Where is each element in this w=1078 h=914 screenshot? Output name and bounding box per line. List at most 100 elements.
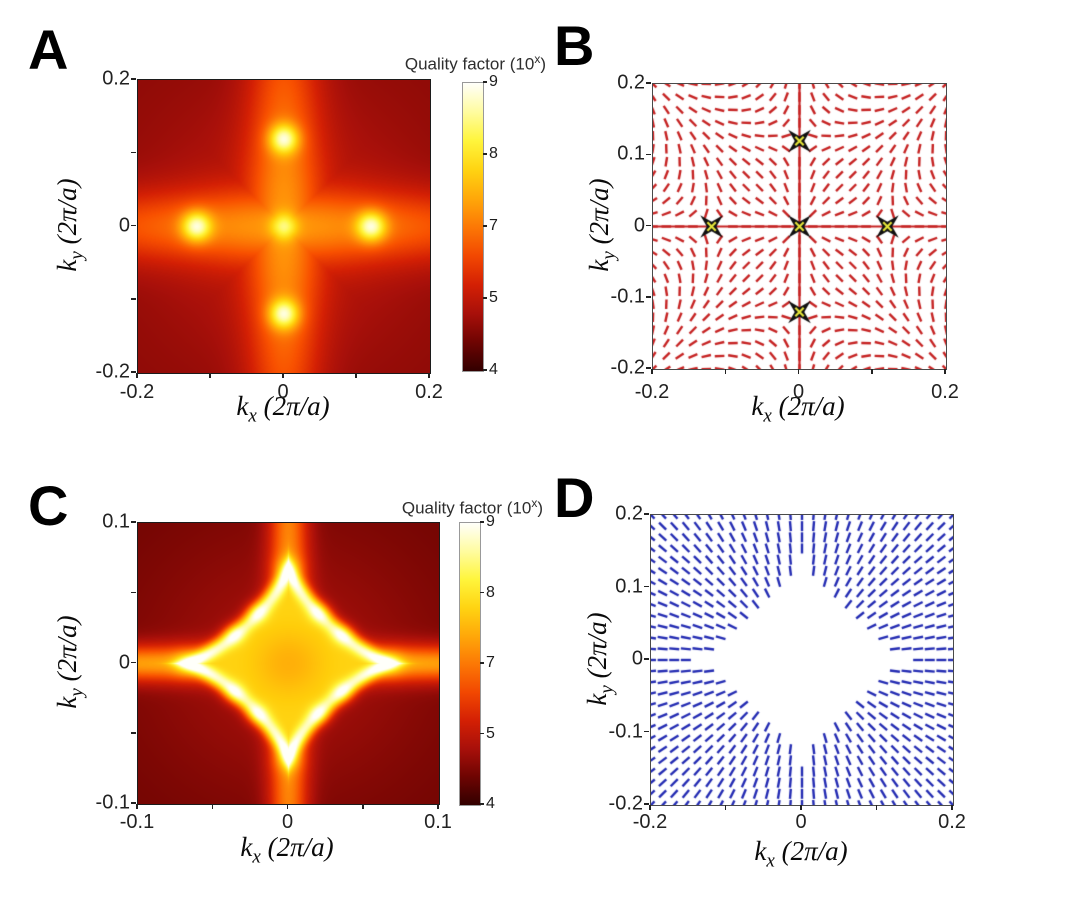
panel-d-y-tick-label: 0.1	[615, 575, 643, 597]
panel-a-colorbar-title: Quality factor (10x)	[380, 52, 546, 75]
colorbar-title-text: )	[537, 498, 543, 518]
panel-b-x-tick-mark	[797, 369, 800, 374]
panel-d-x-tick-mark	[724, 805, 727, 810]
panel-b-x-tick-label: 0.2	[931, 381, 959, 403]
panel-a-y-tick-mark	[131, 371, 136, 373]
panel-b-x-tick-label: 0	[792, 381, 805, 403]
panel-c-y-tick-mark	[131, 802, 136, 804]
axis-unit: (2π/a)	[256, 391, 330, 421]
panel-a-x-tick-mark	[428, 373, 430, 378]
panel-a-colorbar-tick-mark	[483, 153, 487, 155]
panel-a-colorbar-tick-mark	[483, 297, 487, 299]
panel-c-x-tick-mark	[136, 804, 138, 809]
panel-d-y-tick-label: -0.2	[608, 792, 643, 815]
panel-c-y-tick-label: 0	[118, 651, 130, 673]
panel-b-y-tick-mark	[646, 153, 651, 155]
panel-b-y-tick-label: 0.1	[617, 142, 645, 165]
panel-a-colorbar-tick-label: 7	[489, 217, 498, 234]
panel-d-x-tick-label: 0.2	[938, 811, 966, 833]
axis-subscript: x	[763, 405, 772, 427]
axis-subscript: y	[596, 685, 618, 694]
axis-unit: (2π/a)	[771, 391, 845, 421]
panel-c-y-tick-mark	[131, 591, 136, 593]
panel-a-x-tick-label: -0.2	[119, 381, 155, 403]
panel-c-y-tick-label: -0.1	[95, 791, 130, 814]
panel-b-x-tick-mark	[944, 369, 946, 374]
axis-symbol: k	[240, 832, 253, 862]
axis-symbol: k	[51, 259, 82, 272]
axis-unit: (2π/a)	[774, 836, 848, 866]
panel-a-colorbar-tick-mark	[483, 81, 487, 83]
panel-d-y-tick-label: -0.1	[608, 720, 643, 742]
panel-a-x-tick-label: 0.2	[415, 381, 443, 403]
panel-d-x-tick-label: 0	[795, 811, 807, 833]
panel-c-colorbar-tick-mark	[480, 591, 484, 594]
panel-c-x-tick-mark	[362, 804, 364, 809]
panel-c-colorbar-tick-mark	[480, 662, 484, 664]
panel-a-y-tick-label: 0.2	[102, 67, 130, 90]
panel-a-x-tick-mark	[355, 373, 357, 378]
panel-b-x-tick-mark	[724, 369, 726, 374]
panel-b-polarization-canvas	[652, 83, 947, 370]
colorbar-title-superscript: x	[534, 52, 541, 66]
panel-b-y-tick-label: 0	[633, 214, 645, 236]
panel-a-colorbar-tick-label: 5	[489, 289, 498, 306]
panel-c-x-axis-title: kx (2π/a)	[240, 831, 333, 869]
panel-d-label: D	[554, 466, 595, 529]
panel-b-y-tick-label: 0.2	[617, 71, 645, 94]
panel-c-x-tick-label: -0.1	[119, 811, 155, 833]
panel-a-x-tick-mark	[282, 373, 284, 378]
panel-a-y-tick-label: 0	[118, 214, 130, 236]
panel-c-colorbar-tick-mark	[480, 803, 484, 805]
panel-d-x-tick-mark	[800, 805, 802, 810]
colorbar-title-superscript: x	[531, 496, 538, 510]
axis-subscript: x	[248, 405, 257, 427]
panel-a-colorbar-tick-mark	[483, 225, 487, 227]
panel-b-x-tick-mark	[871, 369, 873, 374]
panel-a-x-axis-title: kx (2π/a)	[236, 390, 329, 428]
axis-subscript: y	[66, 688, 88, 697]
panel-a-colorbar-tick-label: 4	[489, 361, 498, 378]
panel-b-label: B	[554, 14, 595, 77]
panel-c-y-tick-mark	[131, 521, 136, 523]
panel-d-x-axis-title: kx (2π/a)	[754, 835, 847, 873]
panel-d-x-tick-mark	[875, 805, 878, 810]
panel-c-colorbar-tick-label: 7	[486, 654, 495, 671]
panel-d-polarization-canvas	[650, 514, 954, 806]
panel-b-y-tick-label: -0.2	[610, 356, 645, 379]
panel-c-x-tick-label: 0.1	[424, 811, 452, 833]
panel-c-y-tick-mark	[131, 732, 136, 734]
panel-c-colorbar-title: Quality factor (10x)	[377, 496, 543, 519]
panel-a-y-tick-mark	[131, 151, 136, 153]
panel-a-label: A	[28, 18, 69, 81]
axis-subscript: x	[766, 850, 775, 872]
panel-d-y-tick-label: 0.2	[615, 502, 643, 525]
panel-a-y-tick-mark	[131, 298, 136, 300]
panel-d-y-tick-mark	[644, 730, 649, 733]
axis-symbol: k	[581, 693, 612, 706]
panel-c-heatmap-canvas	[137, 522, 440, 805]
panel-c-x-tick-mark	[211, 804, 213, 809]
axis-subscript: x	[252, 846, 261, 868]
panel-a-heatmap-canvas	[137, 79, 431, 374]
panel-a-y-tick-label: -0.2	[95, 360, 130, 383]
panel-c-colorbar-tick-label: 5	[486, 724, 495, 742]
panel-d-y-tick-mark	[644, 803, 649, 805]
panel-d-y-tick-mark	[644, 513, 649, 515]
panel-a-colorbar-tick-label: 9	[489, 73, 498, 90]
colorbar-title-text: Quality factor (10	[404, 54, 535, 74]
colorbar-title-text: Quality factor (10	[401, 498, 532, 518]
panel-a-y-tick-mark	[131, 224, 136, 227]
panel-c-colorbar-tick-label: 4	[486, 795, 495, 812]
axis-symbol: k	[583, 259, 614, 272]
panel-a-colorbar	[462, 82, 484, 372]
panel-d-y-tick-label: 0	[631, 647, 643, 670]
panel-a-colorbar-tick-mark	[483, 369, 487, 371]
panel-c-x-tick-label: 0	[281, 811, 294, 833]
panel-c-colorbar-tick-label: 8	[486, 583, 495, 601]
panel-d-y-tick-mark	[644, 658, 649, 660]
colorbar-title-text: )	[540, 54, 546, 74]
panel-b-x-tick-mark	[651, 369, 653, 374]
panel-b-y-tick-mark	[646, 224, 651, 227]
